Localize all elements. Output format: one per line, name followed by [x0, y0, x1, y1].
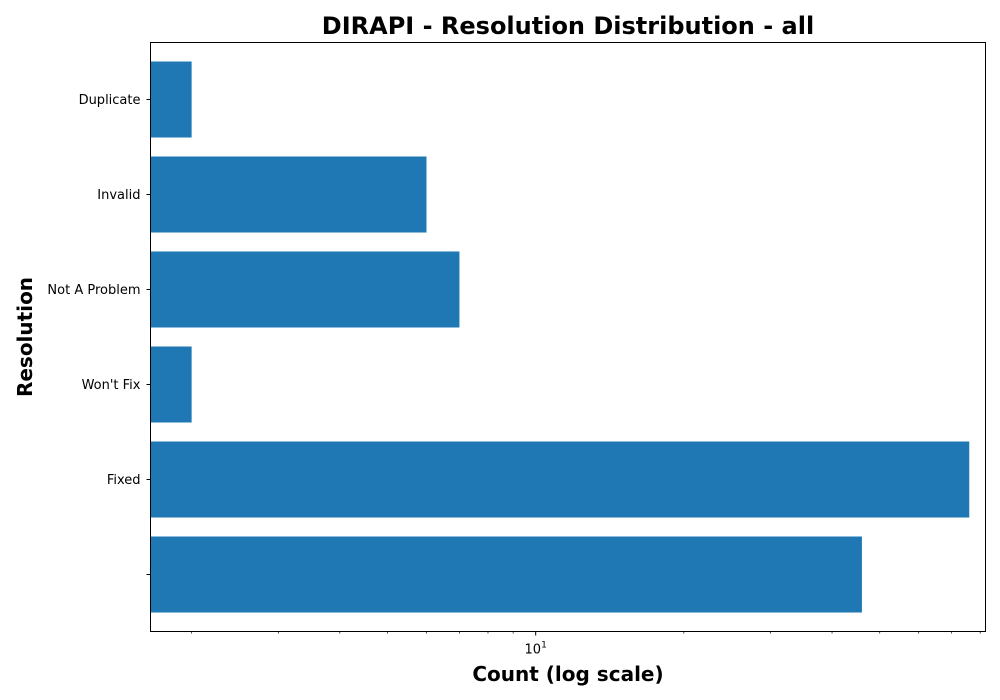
- chart-title: DIRAPI - Resolution Distribution - all: [322, 12, 814, 40]
- bar-duplicate: [151, 62, 192, 138]
- y-axis-label: Resolution: [13, 277, 37, 397]
- bar-blank: [151, 537, 862, 613]
- x-axis-label: Count (log scale): [472, 662, 663, 686]
- bar-invalid: [151, 157, 427, 233]
- y-tick-label: Not A Problem: [47, 283, 140, 298]
- y-tick-label: Won't Fix: [82, 378, 141, 393]
- bar-won-t-fix: [151, 347, 192, 423]
- bar-not-a-problem: [151, 252, 460, 328]
- y-tick-label: Fixed: [107, 473, 141, 488]
- bar-fixed: [151, 442, 970, 518]
- y-tick-label: Invalid: [97, 188, 140, 203]
- y-tick-label: Duplicate: [79, 93, 141, 108]
